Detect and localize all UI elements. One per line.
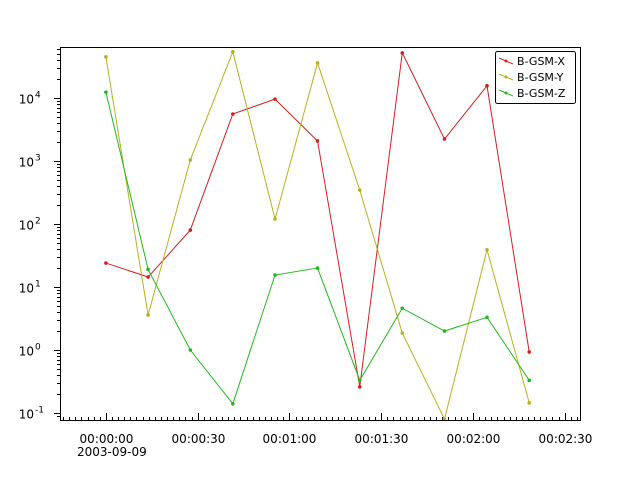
series-lines xyxy=(104,50,532,421)
data-point xyxy=(273,97,277,101)
legend-label: B-GSM-Y xyxy=(517,71,564,84)
data-point xyxy=(146,313,150,317)
x-tick-label: 00:00:00 xyxy=(80,432,134,446)
y-tick-exponent: 0 xyxy=(35,343,41,353)
x-tick-label: 00:02:30 xyxy=(539,432,593,446)
y-tick-label: 10 xyxy=(19,156,34,170)
data-point xyxy=(357,385,362,389)
x-tick-label: 00:00:30 xyxy=(172,432,226,446)
data-point xyxy=(315,61,320,65)
y-tick-label: 10 xyxy=(19,219,34,233)
y-tick-label: 10 xyxy=(19,282,34,296)
data-point xyxy=(231,112,235,116)
data-point xyxy=(315,266,320,270)
x-date-label: 2003-09-09 xyxy=(77,445,147,459)
data-point xyxy=(188,348,193,352)
series-line-b-gsm-x xyxy=(105,51,530,387)
data-point xyxy=(400,306,405,311)
x-tick-label: 00:01:00 xyxy=(263,432,317,446)
data-point xyxy=(485,315,489,320)
x-tick-label: 00:01:30 xyxy=(355,432,409,446)
data-point xyxy=(146,275,150,279)
plot-frame xyxy=(60,47,581,421)
y-tick-exponent: 3 xyxy=(35,154,41,164)
series-line-b-gsm-z xyxy=(105,91,530,405)
series-line-b-gsm-y xyxy=(105,50,530,421)
legend-marker xyxy=(504,91,508,95)
data-point xyxy=(527,378,532,383)
data-point xyxy=(400,51,405,55)
y-tick-exponent: 1 xyxy=(35,280,41,290)
y-tick-exponent: 4 xyxy=(35,91,41,101)
data-point xyxy=(527,350,532,354)
data-point xyxy=(442,137,447,141)
legend-label: B-GSM-Z xyxy=(517,87,566,100)
y-tick-label: 10 xyxy=(19,408,34,422)
data-point xyxy=(104,261,108,265)
legend-label: B-GSM-X xyxy=(517,55,565,68)
legend-marker xyxy=(504,75,508,79)
data-point xyxy=(231,50,235,54)
legend-marker xyxy=(504,59,508,63)
y-tick-label: 10 xyxy=(19,345,34,359)
y-tick-exponent: -1 xyxy=(35,406,44,416)
data-point xyxy=(485,84,489,88)
x-tick-label: 00:02:00 xyxy=(447,432,501,446)
data-point xyxy=(442,329,447,333)
data-point xyxy=(357,378,362,383)
data-point xyxy=(104,90,108,94)
data-point xyxy=(188,158,193,162)
legend: B-GSM-X B-GSM-Y B-GSM-Z xyxy=(495,51,576,104)
axis-ticks: 00:00:00 00:00:30 00:01:00 00:01:30 00:02:00… xyxy=(19,49,593,446)
data-point xyxy=(527,401,532,405)
data-point xyxy=(273,217,277,221)
y-tick-label: 10 xyxy=(19,93,34,107)
data-point xyxy=(146,267,150,272)
data-point xyxy=(400,331,405,335)
legend-box xyxy=(495,51,576,104)
y-tick-exponent: 2 xyxy=(35,217,41,227)
data-point xyxy=(188,228,193,232)
data-point xyxy=(231,401,235,406)
data-point xyxy=(357,188,362,192)
data-point xyxy=(315,139,320,143)
data-point xyxy=(273,273,277,277)
data-point xyxy=(104,55,108,59)
data-point xyxy=(485,247,489,252)
